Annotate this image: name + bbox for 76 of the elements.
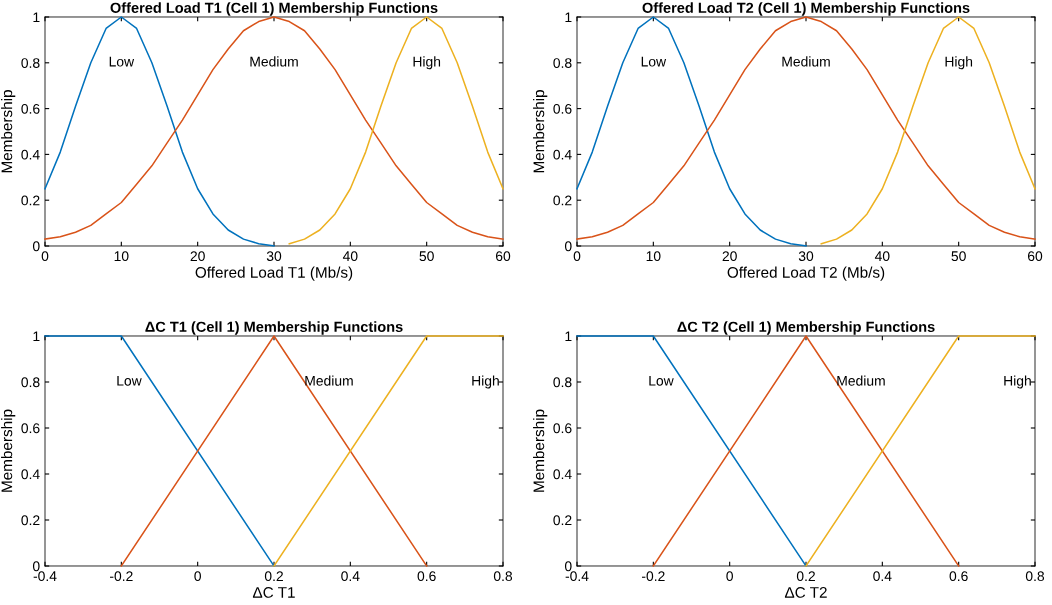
y-tick-label: 0.8 — [553, 377, 572, 388]
y-tick-label: 0 — [564, 241, 572, 252]
x-axis-title: ΔC T2 — [784, 586, 827, 598]
x-tick-label: 50 — [419, 251, 434, 262]
x-tick-label: 10 — [646, 251, 661, 262]
y-tick-label: 0 — [32, 561, 40, 572]
y-tick-label: 0.4 — [21, 149, 40, 160]
x-axis-title: Offered Load T2 (Mb/s) — [727, 266, 885, 281]
y-tick-label: 0.4 — [21, 469, 40, 480]
text: High — [1004, 375, 1031, 389]
chart-title: Offered Load T2 (Cell 1) Membership Functions — [642, 2, 970, 16]
y-axis-title: Membership — [1, 409, 16, 492]
y-tick-label: 0 — [32, 241, 40, 252]
x-tick-label: -0.4 — [33, 571, 57, 582]
y-tick-label: 0.4 — [553, 469, 572, 480]
x-tick-label: 30 — [266, 251, 282, 262]
x-tick-label: -0.4 — [565, 571, 589, 582]
text: High — [472, 375, 499, 389]
x-tick-label: 0 — [41, 251, 49, 262]
x-tick-label: 0 — [194, 571, 201, 582]
y-tick-label: 0.2 — [21, 515, 40, 526]
y-tick-label: 0.6 — [21, 103, 40, 114]
x-tick-label: 0.6 — [949, 571, 968, 582]
series-label: High — [945, 56, 973, 70]
y-tick-label: 0.8 — [553, 58, 572, 68]
x-tick-label: 0 — [573, 251, 581, 262]
chart-title: ΔC T2 (Cell 1) Membership Functions — [677, 321, 935, 335]
x-tick-label: 40 — [874, 251, 890, 262]
chart-title: Offered Load T1 (Cell 1) Membership Functions — [110, 2, 438, 16]
x-tick-label: 60 — [495, 251, 511, 262]
series-label: Medium — [837, 375, 885, 386]
y-tick-label: 0.6 — [553, 103, 572, 114]
series-label: Medium — [305, 375, 353, 386]
x-tick-label: 0.8 — [1025, 571, 1045, 582]
y-tick-label: 0.2 — [553, 515, 572, 526]
y-tick-label: 0.6 — [553, 423, 572, 434]
y-tick-label: 0.4 — [553, 149, 572, 160]
x-tick-label: 50 — [951, 251, 966, 262]
y-tick-label: 0.2 — [21, 195, 40, 206]
x-tick-label: 0.6 — [417, 571, 436, 582]
x-tick-label: 0.8 — [493, 571, 513, 582]
x-axis-title: Offered Load T1 (Mb/s) — [195, 266, 353, 281]
series-label: Low — [109, 56, 135, 67]
x-tick-label: 20 — [190, 251, 205, 262]
y-tick-label: 0.2 — [553, 195, 572, 206]
x-tick-label: -0.2 — [109, 571, 133, 582]
y-tick-label: 0.8 — [21, 377, 40, 388]
y-tick-label: 1 — [565, 331, 572, 342]
x-tick-label: 40 — [342, 251, 358, 262]
x-tick-label: 0.2 — [796, 571, 815, 582]
series-label: Medium — [782, 56, 830, 67]
x-tick-label: 60 — [1027, 251, 1043, 262]
series-label: Low — [649, 376, 674, 386]
y-tick-label: 1 — [33, 331, 40, 342]
x-tick-label: 0.4 — [873, 571, 892, 582]
x-tick-label: -0.2 — [641, 571, 665, 582]
x-tick-label: 0 — [726, 571, 733, 582]
series-label: Medium — [250, 56, 298, 67]
x-axis-title: ΔC T1 — [252, 586, 295, 598]
series-label: High — [413, 56, 441, 70]
x-tick-label: 0.4 — [341, 571, 360, 582]
y-axis-title: Membership — [1, 90, 16, 173]
y-tick-label: 0.6 — [21, 423, 40, 434]
series-label: Low — [641, 56, 667, 67]
y-tick-label: 1 — [33, 12, 40, 23]
x-tick-label: 10 — [114, 251, 129, 262]
y-tick-label: 1 — [565, 12, 572, 23]
y-tick-label: 0 — [564, 561, 572, 572]
y-tick-label: 0.8 — [21, 58, 40, 68]
chart-title: ΔC T1 (Cell 1) Membership Functions — [145, 321, 403, 335]
x-tick-label: 20 — [722, 251, 737, 262]
x-tick-label: 30 — [798, 251, 814, 262]
y-axis-title: Membership — [533, 409, 548, 492]
series-label: Low — [117, 376, 142, 386]
y-axis-title: Membership — [533, 90, 548, 173]
x-tick-label: 0.2 — [264, 571, 283, 582]
